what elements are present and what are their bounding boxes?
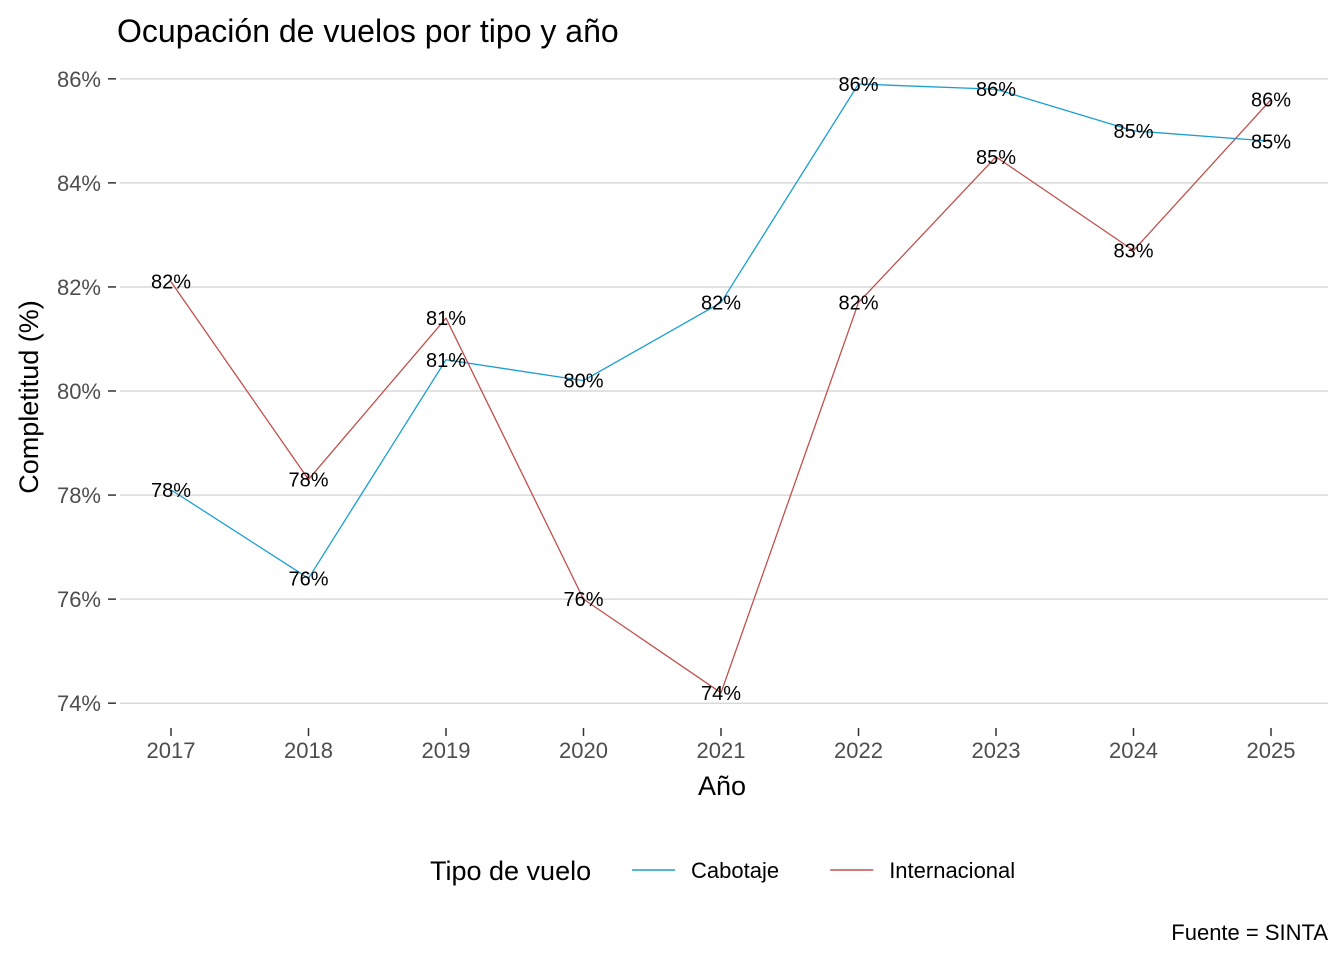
data-label-cabotaje: 82% xyxy=(701,293,741,315)
y-tick-label: 74% xyxy=(57,691,101,716)
x-tick-label: 2025 xyxy=(1247,738,1296,763)
data-label-cabotaje: 76% xyxy=(288,568,328,590)
data-label-internacional: 85% xyxy=(976,147,1016,169)
data-label-internacional: 82% xyxy=(151,272,191,294)
data-labels: 78% 76% 81% 80% 82% 86% 86% 85% 85% 82% 78% 81% 76% 7… xyxy=(151,74,1291,705)
data-label-internacional: 86% xyxy=(1251,90,1291,112)
gridlines xyxy=(120,78,1328,704)
x-tick-label: 2020 xyxy=(559,738,608,763)
data-label-cabotaje: 85% xyxy=(1113,121,1153,143)
x-tick-label: 2024 xyxy=(1109,738,1158,763)
y-tick-label: 76% xyxy=(57,587,101,612)
series-line-cabotaje xyxy=(170,83,1272,579)
x-tick-label: 2018 xyxy=(284,738,333,763)
data-label-cabotaje: 81% xyxy=(426,350,466,372)
series-line-internacional xyxy=(170,99,1272,694)
data-label-internacional: 82% xyxy=(838,293,878,315)
y-tick-label: 78% xyxy=(57,483,101,508)
x-tick-label: 2022 xyxy=(834,738,883,763)
series-lines xyxy=(170,83,1272,694)
data-label-internacional: 83% xyxy=(1113,241,1153,263)
data-label-internacional: 76% xyxy=(563,589,603,611)
x-tick-label: 2021 xyxy=(697,738,746,763)
data-label-cabotaje: 78% xyxy=(151,480,191,502)
y-tick-label: 80% xyxy=(57,379,101,404)
y-tick-label: 82% xyxy=(57,275,101,300)
data-label-internacional: 81% xyxy=(426,308,466,330)
data-label-cabotaje: 80% xyxy=(563,371,603,393)
y-axis-title: Completitud (%) xyxy=(14,300,44,494)
caption: Fuente = SINTA xyxy=(1171,920,1328,945)
x-axis-title: Año xyxy=(698,771,746,801)
y-axis: 74% 76% 78% 80% 82% 84% 86% xyxy=(57,67,116,716)
y-tick-label: 84% xyxy=(57,171,101,196)
data-label-internacional: 74% xyxy=(701,683,741,705)
legend-title: Tipo de vuelo xyxy=(430,856,591,886)
x-tick-label: 2017 xyxy=(147,738,196,763)
data-label-cabotaje: 86% xyxy=(838,74,878,96)
legend-label-cabotaje: Cabotaje xyxy=(691,858,779,883)
x-tick-label: 2019 xyxy=(422,738,471,763)
legend: Tipo de vuelo Cabotaje Internacional xyxy=(430,856,1015,886)
legend-items: Cabotaje Internacional xyxy=(632,858,1015,883)
y-tick-label: 86% xyxy=(57,67,101,92)
legend-label-internacional: Internacional xyxy=(889,858,1015,883)
data-label-internacional: 78% xyxy=(288,469,328,491)
x-axis: 2017 2018 2019 2020 2021 2022 2023 2024 2025 xyxy=(147,728,1296,763)
x-tick-label: 2023 xyxy=(972,738,1021,763)
chart-title: Ocupación de vuelos por tipo y año xyxy=(117,13,619,49)
data-label-cabotaje: 85% xyxy=(1251,131,1291,153)
data-label-cabotaje: 86% xyxy=(976,79,1016,101)
